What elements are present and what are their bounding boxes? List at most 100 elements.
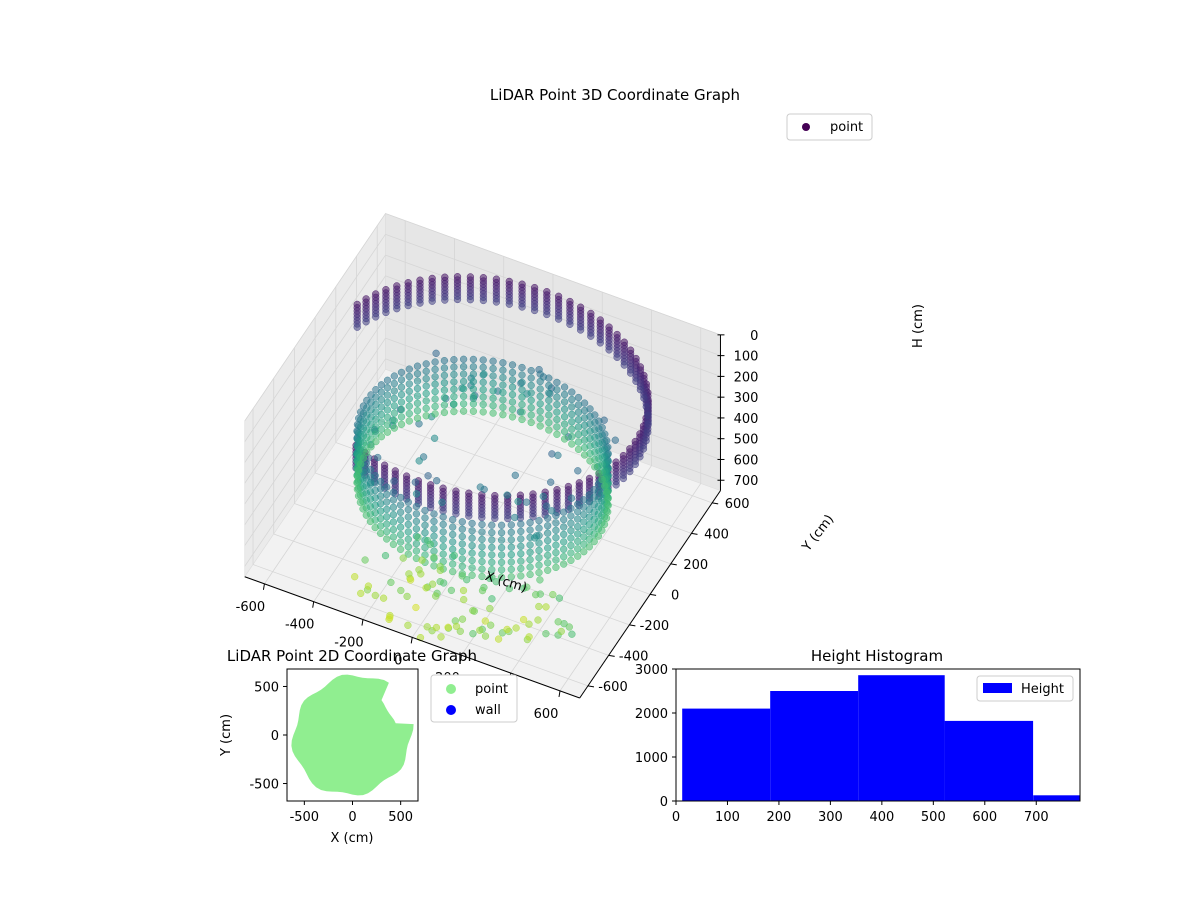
histogram-axes: 0 100 200 300 400 500 600 700 0 1000 2000 3000 [635, 663, 1049, 825]
legend-point-marker-2d [446, 684, 456, 694]
point-3d [390, 477, 398, 485]
point-3d [526, 518, 534, 527]
point-3d [518, 408, 526, 416]
chart-3d-points [351, 273, 652, 644]
point-3d [560, 553, 568, 561]
x-tick-label-hist: 300 [818, 810, 843, 825]
point-3d [568, 425, 576, 433]
point-3d [522, 498, 531, 506]
point-3d [508, 376, 517, 384]
point-3d [422, 412, 430, 420]
point-3d [580, 451, 589, 459]
point-3d [560, 405, 569, 413]
histogram-bar [682, 708, 771, 801]
point-3d [499, 359, 507, 367]
y-tick-label-2d: 0 [271, 729, 279, 744]
point-3d [527, 396, 535, 404]
point-3d [568, 403, 576, 411]
x-tick-3d [410, 637, 413, 644]
y-tick-label-3d: -200 [640, 619, 670, 634]
point-3d [478, 520, 486, 529]
point-3d [452, 622, 461, 631]
point-3d [499, 388, 507, 397]
point-3d [542, 502, 551, 510]
x-tick-3d [312, 601, 315, 608]
x-tick-label-hist: 200 [767, 810, 792, 825]
grid-line [385, 233, 721, 357]
point-3d [499, 396, 507, 404]
point-3d [413, 384, 422, 393]
point-3d [431, 402, 439, 411]
point-3d [468, 527, 476, 535]
point-3d [422, 404, 430, 413]
point-3d [536, 377, 544, 386]
point-3d [413, 392, 422, 400]
point-3d [580, 429, 589, 437]
point-3d [488, 558, 496, 566]
point-3d [383, 520, 391, 528]
point-3d [353, 485, 362, 494]
point-3d [560, 515, 568, 524]
point-3d [468, 571, 476, 579]
point-3d [553, 430, 561, 438]
point-3d [432, 623, 441, 632]
point-3d [574, 515, 582, 523]
point-3d [439, 550, 447, 558]
point-3d [396, 508, 405, 516]
point-3d [544, 536, 552, 545]
point-3d [430, 434, 439, 442]
point-3d [469, 385, 478, 393]
point-3d [567, 534, 575, 542]
point-3d [552, 548, 560, 557]
point-3d [542, 603, 550, 611]
point-3d [413, 362, 422, 370]
point-3d [389, 488, 398, 497]
point-3d [440, 364, 449, 372]
histogram-bars [682, 675, 1080, 801]
point-3d [404, 498, 412, 506]
point-3d [478, 535, 486, 544]
point-3d [535, 602, 543, 611]
point-3d [412, 510, 421, 518]
point-3d [432, 349, 440, 357]
point-3d [379, 594, 388, 602]
y-tick-3d [608, 654, 615, 657]
grid-line [385, 254, 721, 377]
point-3d [459, 407, 468, 415]
point-3d [413, 407, 422, 415]
grid-line [244, 296, 386, 505]
y-tick-label-2d: 500 [254, 680, 279, 695]
point-3d [553, 386, 561, 394]
point-3d [504, 514, 512, 523]
point-3d [389, 540, 398, 549]
point-3d [517, 527, 525, 536]
point-3d [383, 384, 392, 392]
point-3d [488, 595, 496, 603]
point-3d [431, 387, 439, 396]
point-3d [557, 627, 565, 636]
point-3d [568, 410, 576, 419]
point-3d [421, 521, 429, 529]
point-3d [430, 517, 438, 526]
point-3d [497, 551, 506, 559]
legend-wall-label: wall [475, 703, 501, 718]
point-3d [459, 392, 468, 401]
point-3d [389, 525, 398, 534]
point-3d [362, 511, 370, 519]
point-3d [430, 562, 438, 570]
x-tick-label-hist: 600 [972, 810, 997, 825]
point-3d [604, 495, 612, 503]
point-3d [415, 457, 423, 465]
point-3d [390, 394, 398, 403]
point-3d [389, 518, 398, 526]
point-3d [453, 295, 462, 304]
point-3d [486, 604, 494, 613]
point-3d [535, 546, 543, 555]
point-3d [357, 589, 365, 598]
point-3d [422, 382, 430, 390]
point-3d [580, 399, 589, 407]
point-3d [580, 406, 589, 415]
point-3d [481, 617, 489, 625]
point-3d [590, 537, 598, 546]
point-3d [574, 408, 583, 416]
